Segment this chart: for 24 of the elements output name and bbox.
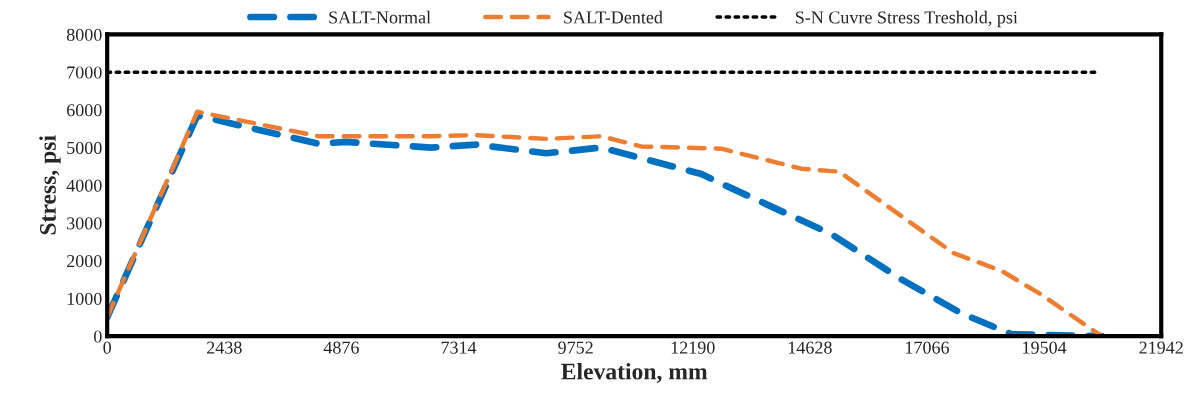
legend-label: SALT-Dented (564, 10, 663, 24)
y-tick-label: 2000 (67, 254, 102, 268)
x-axis-title: Elevation, mm (561, 362, 708, 383)
x-tick-label: 14628 (788, 341, 832, 354)
y-tick-label: 8000 (66, 28, 102, 41)
x-tick-label: 9752 (558, 341, 593, 354)
y-tick-label: 1000 (67, 292, 102, 305)
y-tick-label: 6000 (66, 104, 102, 117)
x-tick-label: 0 (103, 341, 112, 354)
x-tick-label: 2438 (207, 341, 242, 354)
legend-label: S-N Cuvre Stress Treshold, psi (795, 10, 1018, 28)
y-tick-label: 4000 (66, 179, 102, 192)
legend-label: SALT-Normal (329, 10, 431, 24)
y-tick-label: 3000 (67, 217, 102, 230)
y-tick-label: 5000 (67, 141, 102, 155)
y-tick-label: 0 (93, 330, 102, 343)
x-tick-label: 12190 (671, 341, 715, 354)
x-tick-label: 7314 (441, 341, 477, 354)
y-tick-label: 7000 (67, 66, 102, 79)
x-tick-label: 19504 (1023, 341, 1067, 354)
x-tick-label: 21942 (1139, 341, 1183, 354)
x-tick-label: 4876 (323, 341, 359, 354)
x-tick-label: 17066 (906, 341, 950, 354)
y-axis-title: Stress, psi (39, 135, 61, 235)
